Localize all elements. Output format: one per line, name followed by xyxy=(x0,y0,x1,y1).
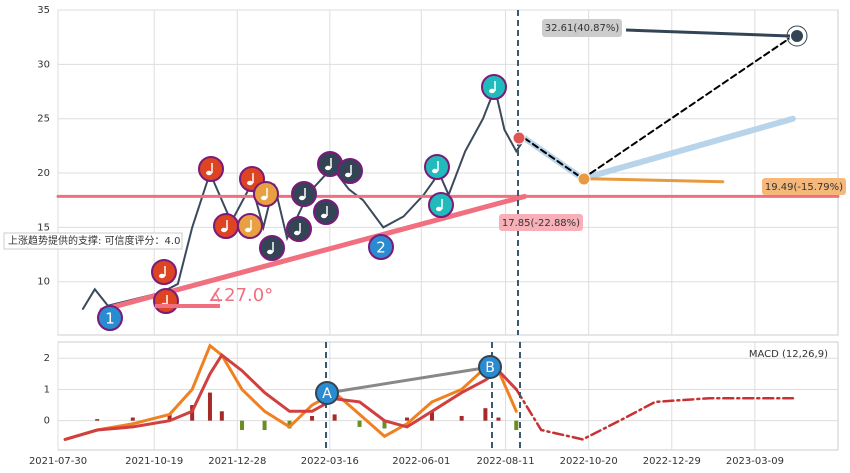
annotation: 19.49(-15.79%) xyxy=(765,182,843,193)
note-marker xyxy=(151,259,177,285)
note-head xyxy=(159,273,165,279)
x-tick-label: 2021-10-19 xyxy=(125,456,183,467)
macd-bar xyxy=(130,417,135,421)
macd-bar xyxy=(405,417,410,421)
ab-line xyxy=(326,365,491,395)
wave-marker xyxy=(368,234,394,260)
end-marker xyxy=(789,28,805,44)
macd-bar xyxy=(240,420,245,431)
x-tick-label: 2022-12-29 xyxy=(643,456,701,467)
note-head xyxy=(299,195,305,201)
series-line xyxy=(63,343,518,441)
note-marker xyxy=(424,154,450,180)
note-head xyxy=(294,230,300,236)
y-tick-label: 0 xyxy=(44,416,50,427)
annotation: 17.85(-22.88%) xyxy=(502,218,580,229)
annotation: 上涨趋势提供的支撑: 可信度评分：4.0 xyxy=(8,234,180,247)
note-marker xyxy=(337,158,363,184)
note-head xyxy=(247,180,253,186)
annotation: ∡27.0° xyxy=(208,285,273,306)
note-head xyxy=(245,227,251,233)
x-tick-label: 2022-03-16 xyxy=(301,456,359,467)
note-head xyxy=(261,195,267,201)
start-marker xyxy=(512,131,526,145)
note-marker xyxy=(313,199,339,225)
note-head xyxy=(489,88,495,94)
wave-marker xyxy=(315,381,339,405)
label-box xyxy=(3,232,183,250)
note-head xyxy=(221,227,227,233)
y-tick-label: 10 xyxy=(37,277,50,288)
note-marker xyxy=(213,213,239,239)
x-tick-label: 2022-08-11 xyxy=(477,456,535,467)
annotation: 2 xyxy=(376,239,386,257)
x-tick-label: 2022-10-20 xyxy=(560,456,618,467)
label-box xyxy=(499,214,583,231)
mid-marker xyxy=(577,172,591,186)
label-box xyxy=(762,178,846,195)
note-marker xyxy=(253,181,279,207)
macd-bar xyxy=(459,415,464,421)
note-marker xyxy=(481,74,507,100)
arrow xyxy=(625,28,791,38)
wave-marker xyxy=(97,305,123,331)
x-tick-label: 2021-12-28 xyxy=(208,456,266,467)
macd-bar xyxy=(496,417,501,421)
annotation: B xyxy=(485,360,495,376)
note-marker xyxy=(153,288,179,314)
macd-bar xyxy=(207,392,212,421)
y-tick-label: 30 xyxy=(37,59,50,70)
note-head xyxy=(436,206,442,212)
macd-bar xyxy=(262,420,267,431)
note-marker xyxy=(198,156,224,182)
note-head xyxy=(321,213,327,219)
note-head xyxy=(206,170,212,176)
macd-bar xyxy=(310,415,315,421)
y-tick-label: 35 xyxy=(37,5,50,16)
annotation: A xyxy=(322,386,332,402)
note-head xyxy=(345,172,351,178)
y-tick-label: 1 xyxy=(44,384,50,395)
macd-bar xyxy=(357,420,362,427)
x-tick-label: 2021-07-30 xyxy=(29,456,87,467)
macd-bar xyxy=(382,420,387,429)
macd-bar xyxy=(95,419,100,421)
macd-bar xyxy=(514,420,519,431)
macd-bar xyxy=(332,414,337,421)
note-marker xyxy=(286,216,312,242)
y-tick-label: 2 xyxy=(44,353,50,364)
macd-bar xyxy=(219,411,224,421)
y-tick-label: 15 xyxy=(37,222,50,233)
note-marker xyxy=(428,192,454,218)
macd-bar xyxy=(429,411,434,421)
y-tick-label: 25 xyxy=(37,114,50,125)
annotation: 32.61(40.87%) xyxy=(545,23,620,34)
note-marker xyxy=(259,235,285,261)
note-head xyxy=(432,168,438,174)
note-head xyxy=(267,249,273,255)
y-tick-label: 20 xyxy=(37,168,50,179)
series-line xyxy=(581,177,725,184)
annotation: MACD (12,26,9) xyxy=(749,349,828,360)
x-tick-label: 2023-03-09 xyxy=(726,456,784,467)
macd-bar xyxy=(287,420,292,429)
series-line xyxy=(63,352,518,441)
note-marker xyxy=(237,213,263,239)
note-marker xyxy=(291,181,317,207)
macd-bar xyxy=(167,414,172,421)
wave-marker xyxy=(478,355,502,379)
macd-bar xyxy=(483,408,488,421)
label-box xyxy=(542,19,622,37)
series-line xyxy=(515,388,795,441)
annotation: 1 xyxy=(105,310,115,328)
note-head xyxy=(325,165,331,171)
x-tick-label: 2022-06-01 xyxy=(392,456,450,467)
